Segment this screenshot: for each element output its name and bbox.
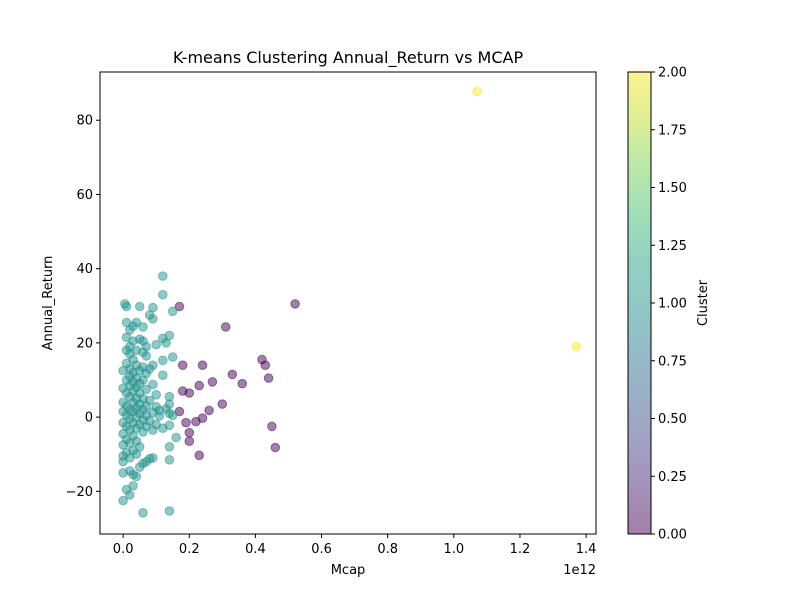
colorbar-tick-label: 1.25 [658, 239, 687, 254]
data-point-cluster-1 [171, 432, 181, 443]
data-point-cluster-0 [227, 369, 238, 380]
data-point-cluster-1 [151, 390, 161, 400]
data-point-cluster-0 [290, 299, 300, 309]
colorbar-tick-label: 0.50 [658, 412, 687, 427]
colorbar-gradient [628, 72, 651, 534]
points-layer [118, 86, 582, 518]
data-point-cluster-1 [167, 352, 178, 362]
data-point-cluster-0 [184, 427, 195, 438]
data-point-cluster-1 [131, 471, 142, 482]
x-axis-ticks: 0.0 0.2 0.4 0.6 0.8 1.0 1.2 1.4 [113, 534, 597, 557]
data-point-cluster-1 [158, 289, 168, 300]
data-point-cluster-1 [148, 379, 158, 390]
colorbar-tick-label: 0.25 [658, 470, 687, 485]
data-point-cluster-0 [217, 399, 228, 409]
data-point-cluster-1 [118, 365, 128, 376]
data-point-cluster-2 [571, 341, 582, 352]
y-axis-label: Annual_Return [41, 256, 56, 351]
data-point-cluster-1 [164, 442, 175, 452]
data-point-cluster-1 [167, 306, 178, 317]
data-point-cluster-0 [194, 450, 204, 461]
data-point-cluster-1 [154, 411, 165, 421]
data-point-cluster-1 [148, 314, 158, 324]
data-point-cluster-1 [164, 506, 175, 516]
colorbar-tick-label: 0.75 [658, 354, 687, 369]
data-point-cluster-0 [191, 416, 201, 427]
data-point-cluster-0 [181, 417, 191, 428]
plot-frame [99, 71, 597, 535]
data-point-cluster-1 [118, 495, 128, 506]
y-tick-label: −20 [66, 485, 93, 500]
chart-title: K-means Clustering Annual_Return vs MCAP [173, 48, 524, 68]
x-axis-label: Mcap [331, 563, 366, 578]
data-point-cluster-1 [151, 339, 161, 350]
data-point-cluster-0 [270, 442, 281, 453]
data-point-cluster-1 [138, 427, 148, 437]
data-point-cluster-2 [472, 86, 482, 97]
data-point-cluster-1 [158, 423, 168, 434]
data-point-cluster-1 [141, 351, 152, 361]
y-axis-ticks: −20 0 20 40 60 80 [66, 114, 100, 500]
x-tick-label: 0.6 [311, 542, 332, 557]
data-point-cluster-1 [164, 455, 175, 465]
data-point-cluster-1 [158, 370, 168, 381]
x-tick-label: 0.0 [113, 542, 134, 557]
data-point-cluster-0 [174, 301, 185, 312]
x-tick-label: 1.0 [443, 542, 464, 557]
data-point-cluster-0 [184, 388, 195, 398]
data-point-cluster-1 [118, 468, 128, 478]
colorbar-tick-label: 0.00 [658, 528, 687, 543]
data-point-cluster-1 [134, 301, 145, 312]
y-tick-label: 80 [76, 114, 93, 129]
data-point-cluster-0 [260, 360, 271, 371]
data-point-cluster-0 [197, 360, 208, 371]
y-tick-label: 60 [76, 188, 93, 203]
x-tick-label: 0.8 [377, 542, 398, 557]
colorbar: 0.00 0.25 0.50 0.75 1.00 1.25 1.50 1.75 2.00 Clu… [627, 66, 711, 543]
data-point-cluster-0 [177, 360, 188, 371]
colorbar-tick-label: 1.75 [658, 123, 687, 138]
data-point-cluster-1 [158, 271, 168, 281]
colorbar-label: Cluster [696, 279, 711, 326]
data-point-cluster-1 [167, 410, 178, 421]
data-point-cluster-1 [134, 462, 145, 473]
data-point-cluster-1 [141, 456, 152, 467]
colorbar-ticks: 0.00 0.25 0.50 0.75 1.00 1.25 1.50 1.75 2.00 [651, 66, 687, 543]
data-point-cluster-1 [138, 508, 148, 518]
data-point-cluster-1 [118, 456, 128, 467]
data-point-cluster-1 [161, 338, 171, 348]
data-point-cluster-0 [194, 380, 204, 391]
data-point-cluster-1 [138, 322, 148, 332]
data-point-cluster-1 [121, 301, 132, 312]
colorbar-tick-label: 2.00 [658, 66, 687, 81]
x-tick-label: 1.2 [510, 542, 531, 557]
data-point-cluster-0 [204, 405, 214, 416]
y-tick-label: 0 [85, 411, 93, 426]
data-point-cluster-1 [148, 425, 158, 435]
data-point-cluster-0 [207, 377, 218, 387]
x-tick-label: 1.4 [576, 542, 597, 557]
y-tick-label: 20 [76, 336, 93, 351]
x-axis-offset-label: 1e12 [563, 563, 596, 578]
data-point-cluster-0 [267, 421, 277, 432]
data-point-cluster-0 [184, 436, 195, 447]
y-tick-label: 40 [76, 262, 93, 277]
data-point-cluster-0 [220, 322, 231, 332]
colorbar-tick-label: 1.00 [658, 297, 687, 312]
colorbar-tick-label: 1.50 [658, 181, 687, 196]
data-point-cluster-1 [158, 355, 168, 366]
data-point-cluster-1 [125, 490, 135, 500]
x-tick-label: 0.4 [245, 542, 266, 557]
data-point-cluster-0 [237, 378, 247, 389]
data-point-cluster-0 [263, 373, 274, 383]
x-tick-label: 0.2 [179, 542, 200, 557]
